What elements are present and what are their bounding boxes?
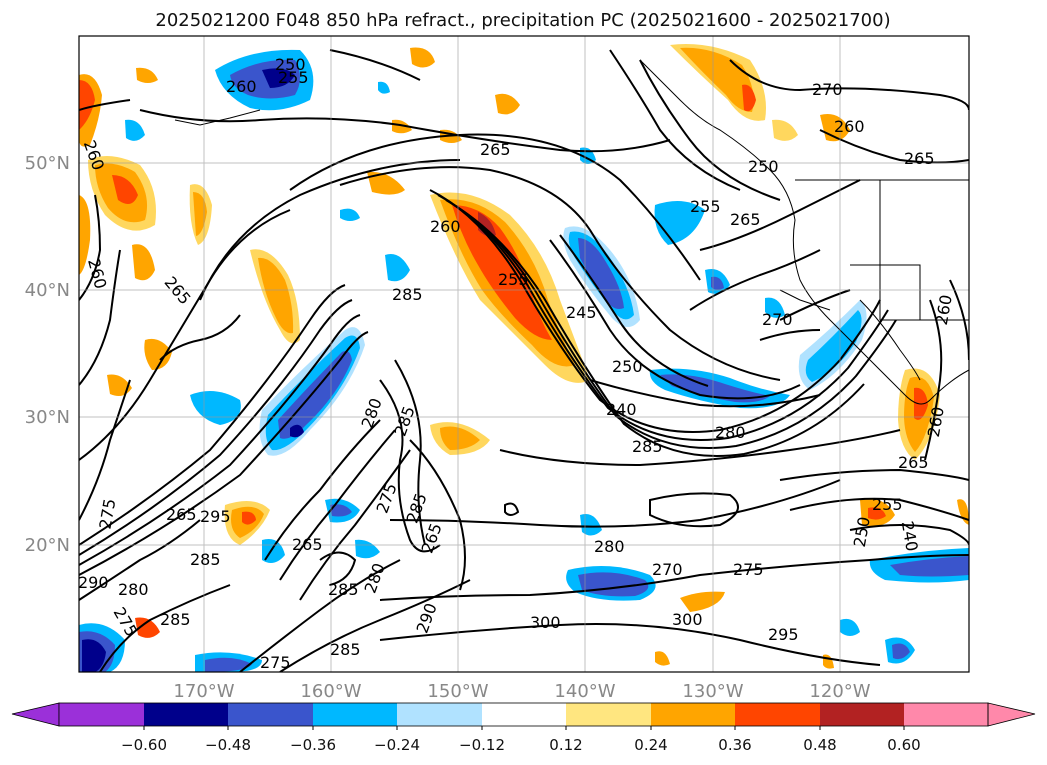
longitude-labels: 170°W 160°W 150°W 140°W 130°W 120°W [173, 681, 870, 702]
contour-labels: 250 255 260 260 265 270 260 265 250 255 … [78, 55, 956, 672]
contour-label: 255 [690, 197, 721, 216]
lat-label: 20°N [25, 535, 70, 556]
colorbar-tick-label: 0.24 [634, 736, 667, 754]
colorbar-extend-min [11, 702, 60, 727]
lon-label: 140°W [554, 681, 615, 702]
colorbar-tick-label: 0.48 [803, 736, 836, 754]
contour-label: 245 [566, 303, 597, 322]
contour-label: 250 [275, 55, 306, 74]
colorbar-segment [313, 703, 397, 726]
contour-label: 300 [530, 613, 561, 632]
colorbar-tick-label: 0.12 [549, 736, 582, 754]
colorbar-tick-label: −0.12 [459, 736, 505, 754]
colorbar-tick-label: −0.60 [121, 736, 167, 754]
contour-label: 265 [730, 210, 761, 229]
colorbar-segment [904, 703, 988, 726]
contour-label: 270 [812, 80, 843, 99]
map-area: 250 255 260 260 265 270 260 265 250 255 … [78, 36, 969, 672]
contour-label: 280 [594, 537, 625, 556]
contour-label: 295 [768, 625, 799, 644]
colorbar-segment [735, 703, 820, 726]
lon-label: 150°W [427, 681, 488, 702]
contour-label: 275 [733, 560, 764, 579]
contour-label: 265 [904, 149, 935, 168]
colorbar-segment [482, 703, 566, 726]
colorbar-segment [397, 703, 482, 726]
contour-label: 285 [330, 640, 361, 659]
contour-label: 265 [480, 140, 511, 159]
lon-label: 120°W [809, 681, 870, 702]
contour-label: 260 [430, 217, 461, 236]
precip-shading [79, 44, 969, 672]
contour-label: 265 [898, 453, 929, 472]
contour-label: 285 [392, 285, 423, 304]
colorbar-tick-label: −0.48 [205, 736, 251, 754]
contour-label: 255 [872, 495, 903, 514]
lat-label: 40°N [25, 280, 70, 301]
contour-label: 300 [672, 610, 703, 629]
contour-label: 285 [190, 550, 221, 569]
colorbar-segment [566, 703, 651, 726]
contour-label: 280 [118, 580, 149, 599]
contour-label: 270 [652, 560, 683, 579]
latitude-labels: 50°N 40°N 30°N 20°N [25, 153, 70, 556]
lat-label: 30°N [25, 407, 70, 428]
contour-label: 250 [612, 357, 643, 376]
contour-label: 285 [632, 437, 663, 456]
contour-label: 265 [292, 535, 323, 554]
colorbar-tick-label: −0.36 [290, 736, 336, 754]
lon-label: 160°W [300, 681, 361, 702]
refractivity-contours [79, 49, 969, 672]
contour-label: 290 [78, 573, 109, 592]
figure-title: 2025021200 F048 850 hPa refract., precip… [155, 10, 890, 31]
colorbar-segment [651, 703, 735, 726]
colorbar-tick-label: 0.60 [887, 736, 920, 754]
lon-label: 170°W [173, 681, 234, 702]
coastlines [174, 59, 969, 405]
map-frame [78, 35, 970, 673]
colorbar-segment [59, 703, 144, 726]
colorbar-tick-label: 0.36 [718, 736, 751, 754]
contour-label: 240 [606, 400, 637, 419]
contour-label: 295 [200, 507, 231, 526]
gridlines [79, 36, 969, 672]
colorbar-segment [228, 703, 313, 726]
contour-label: 260 [834, 117, 865, 136]
colorbar-segment [820, 703, 904, 726]
colorbar-extend-max [987, 702, 1036, 727]
lon-label: 130°W [682, 681, 743, 702]
contour-label: 285 [328, 580, 359, 599]
contour-label: 250 [748, 157, 779, 176]
contour-label: 260 [226, 77, 257, 96]
colorbar-segment [144, 703, 228, 726]
colorbar: −0.60 −0.48 −0.36 −0.24 −0.12 0.12 0.24 … [11, 702, 1036, 754]
contour-label: 270 [762, 310, 793, 329]
contour-label: 255 [278, 68, 309, 87]
contour-label: 265 [166, 505, 197, 524]
contour-label: 255 [498, 270, 529, 289]
contour-label: 280 [715, 423, 746, 442]
contour-label: 285 [160, 610, 191, 629]
colorbar-tick-label: −0.24 [374, 736, 420, 754]
contour-label: 275 [260, 653, 291, 672]
lat-label: 50°N [25, 153, 70, 174]
